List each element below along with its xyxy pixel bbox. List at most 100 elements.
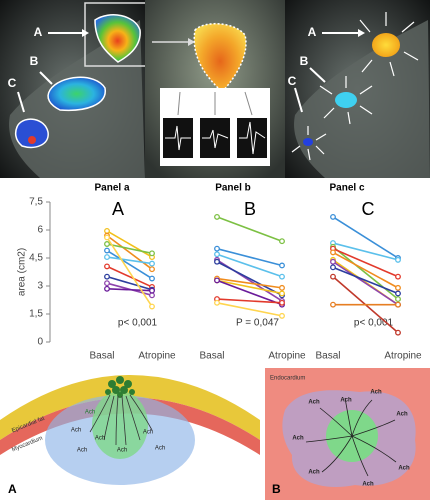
- data-point: [279, 299, 285, 306]
- series-line: [332, 242, 399, 261]
- arrow: [294, 87, 303, 113]
- activation-blob: [47, 76, 106, 112]
- epicardial-fat: [0, 375, 260, 440]
- data-point: [279, 273, 285, 280]
- ach-label: Ach: [340, 398, 352, 404]
- data-point: [214, 277, 220, 284]
- x-tick-label: Atropine: [384, 351, 422, 362]
- image-label: A: [34, 25, 43, 39]
- data-point: [330, 264, 336, 271]
- radiating-lines: [291, 12, 419, 161]
- top-images: A B C A: [0, 0, 430, 178]
- series-line: [106, 243, 153, 255]
- heart: [294, 20, 430, 178]
- data-point: [330, 249, 336, 256]
- data-point: [395, 273, 401, 280]
- data-point: [214, 245, 220, 252]
- series-line: [106, 256, 153, 265]
- data-point: [330, 258, 336, 265]
- ach-label: Ach: [77, 448, 87, 454]
- pointer: [177, 91, 181, 116]
- ach-label: Ach: [308, 400, 320, 406]
- diagram-b: [265, 368, 430, 500]
- series-line: [216, 279, 283, 295]
- panel-title: Panel b: [215, 183, 251, 194]
- series-line: [332, 247, 399, 278]
- panel-label: A: [8, 482, 17, 496]
- series-line: [216, 279, 283, 306]
- ach-label: Ach: [85, 410, 95, 416]
- series-line: [106, 234, 153, 270]
- data-point: [395, 290, 401, 297]
- image-label: B: [300, 54, 309, 68]
- x-tick-label: Basal: [89, 351, 114, 362]
- y-tick-label: 7,5: [29, 197, 43, 208]
- x-tick-label: Atropine: [138, 351, 176, 362]
- arrow: [17, 91, 25, 113]
- nerve-fibers: [89, 394, 153, 446]
- series-line: [106, 237, 153, 307]
- x-tick-label: Atropine: [268, 351, 306, 362]
- data-point: [214, 258, 220, 265]
- data-point: [104, 227, 110, 234]
- panel-title: Panel a: [94, 183, 129, 194]
- series-line: [332, 266, 399, 295]
- activation-blob: [372, 33, 400, 57]
- image-label: C: [8, 76, 17, 90]
- series-line: [106, 288, 153, 292]
- y-tick-label: 1,5: [29, 309, 43, 320]
- ach-label: Ach: [308, 470, 320, 476]
- data-point: [395, 284, 401, 291]
- data-point: [395, 301, 401, 308]
- pointer: [244, 91, 253, 116]
- activation-blob: [14, 118, 49, 149]
- series-line: [216, 216, 283, 242]
- signal: [202, 129, 229, 149]
- signals: [163, 91, 267, 158]
- data-point: [104, 241, 110, 247]
- p-value: p< 0,001: [118, 318, 158, 329]
- data-point: [279, 284, 285, 291]
- arrow-head: [82, 29, 89, 37]
- series-line: [216, 302, 283, 317]
- ach-label: Ach: [71, 428, 81, 434]
- activation-blob: [94, 14, 141, 63]
- signal: [239, 121, 266, 155]
- data-point: [104, 254, 110, 261]
- activation-blob: [335, 92, 357, 108]
- series-line: [216, 298, 283, 304]
- y-tick-label: 0: [37, 337, 43, 348]
- series-line: [332, 246, 399, 300]
- image-label: B: [30, 54, 39, 68]
- data-point: [214, 251, 220, 258]
- ach-label: Ach: [155, 446, 165, 452]
- signal: [165, 125, 191, 151]
- data-point: [279, 290, 285, 297]
- arrow-head: [358, 29, 365, 37]
- panel-title: Panel c: [329, 183, 364, 194]
- ach-label: Ach: [398, 466, 410, 472]
- data-point: [330, 273, 336, 280]
- data-point: [149, 266, 155, 273]
- data-point: [104, 234, 110, 241]
- data-point: [149, 275, 155, 282]
- y-axis-label: area (cm2): [17, 248, 28, 296]
- panel-letter: A: [112, 199, 124, 219]
- image-label: C: [288, 74, 297, 88]
- panel-letter: C: [362, 199, 375, 219]
- y-tick-label: 3: [37, 281, 43, 292]
- ach-label: Ach: [143, 430, 153, 436]
- data-point: [149, 260, 155, 267]
- data-point: [149, 287, 155, 294]
- data-point: [104, 285, 110, 292]
- data-point: [330, 301, 336, 308]
- series-line: [106, 230, 153, 258]
- diagram-a: [0, 375, 260, 485]
- ach-label: Ach: [362, 482, 374, 488]
- data-point: [279, 262, 285, 269]
- activation-blob: [303, 138, 313, 146]
- arrow: [309, 67, 326, 83]
- arrow-head: [188, 38, 195, 46]
